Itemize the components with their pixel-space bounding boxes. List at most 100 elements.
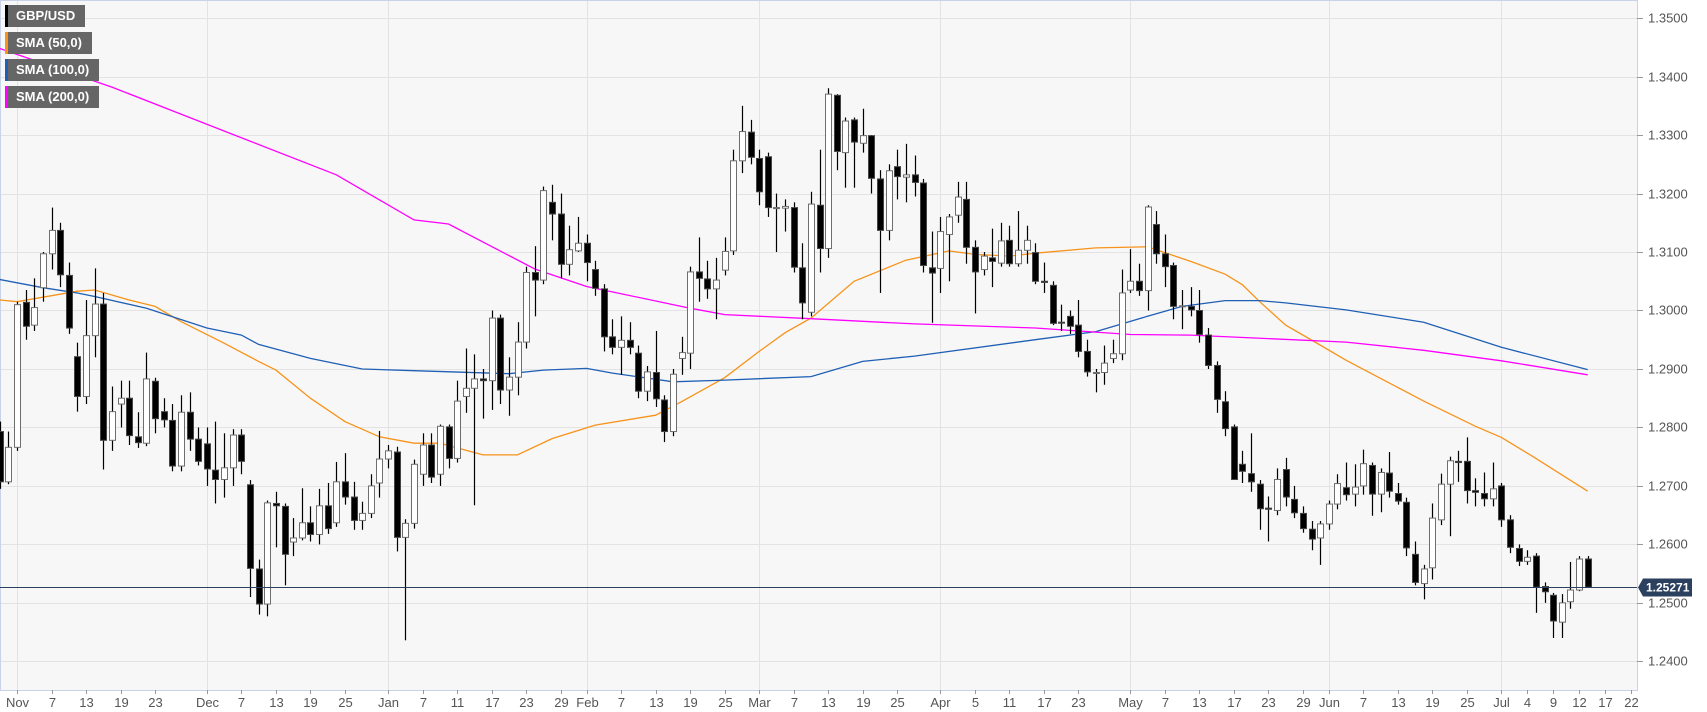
plot-background xyxy=(0,0,1638,691)
candle xyxy=(860,108,867,153)
candle xyxy=(368,474,375,519)
candle xyxy=(1447,456,1454,537)
x-tick-label: 7 xyxy=(1360,695,1367,710)
candle xyxy=(1412,541,1419,586)
candle xyxy=(1024,225,1031,264)
legend-item-gbpusd[interactable]: GBP/USD xyxy=(5,5,99,27)
candle xyxy=(851,117,858,188)
candle-body-bearish xyxy=(126,397,133,437)
candle xyxy=(1093,368,1100,393)
candle-body-bullish xyxy=(221,467,228,480)
candle xyxy=(66,262,73,334)
sma-line-200 xyxy=(0,47,1588,376)
x-tick-label: 29 xyxy=(554,695,568,710)
candle xyxy=(834,94,841,171)
candle xyxy=(411,459,418,529)
candle-body-bearish xyxy=(1585,558,1592,588)
x-tick-label: 23 xyxy=(1071,695,1085,710)
candle xyxy=(635,345,642,399)
candle-body-bearish xyxy=(161,411,168,421)
candle-body-bearish xyxy=(1032,252,1039,282)
candle-body-bearish xyxy=(152,380,159,420)
candle xyxy=(756,149,763,206)
x-tick-label: 13 xyxy=(649,695,663,710)
candle xyxy=(1498,483,1505,527)
candle xyxy=(463,348,470,413)
legend-label: SMA (50,0) xyxy=(8,32,92,54)
x-tick-label: 11 xyxy=(1003,695,1017,710)
x-tick-label: 7 xyxy=(49,695,56,710)
candle-body-bearish xyxy=(756,157,763,193)
candle-body-bearish xyxy=(282,505,289,555)
legend-item-sma100[interactable]: SMA (100,0) xyxy=(5,59,100,81)
candle xyxy=(385,444,392,469)
candle-body-bearish xyxy=(1516,547,1523,562)
candle xyxy=(1041,262,1048,293)
candle xyxy=(1378,468,1385,513)
candle-body-bullish xyxy=(713,279,720,290)
candle xyxy=(1455,450,1462,482)
candle-body-bearish xyxy=(1481,493,1488,500)
candle-body-bearish xyxy=(57,229,64,276)
candle-body-bearish xyxy=(601,288,608,338)
candle xyxy=(1127,249,1134,293)
candle xyxy=(998,222,1005,267)
legend-item-sma200[interactable]: SMA (200,0) xyxy=(5,86,100,108)
current-price-label: 1.25271 xyxy=(1646,581,1690,595)
candle-body-bearish xyxy=(1309,528,1316,540)
candle-body-bullish xyxy=(860,135,867,144)
legend-item-sma50[interactable]: SMA (50,0) xyxy=(5,32,99,54)
candle-body-bearish xyxy=(877,178,884,231)
candle-body-bearish xyxy=(1412,553,1419,583)
candle-body-bullish xyxy=(886,170,893,231)
candle-body-bearish xyxy=(247,484,254,569)
y-tick-label: 1.2600 xyxy=(1648,537,1688,552)
candle xyxy=(1239,450,1246,483)
candle xyxy=(1101,345,1108,385)
candle-body-bullish xyxy=(316,505,323,535)
candle-body-bullish xyxy=(385,450,392,460)
candle xyxy=(1248,433,1255,492)
candle-body-bullish xyxy=(782,205,789,209)
candle xyxy=(868,135,875,194)
candle-body-bullish xyxy=(998,240,1005,264)
candle-body-bullish xyxy=(618,339,625,348)
candle xyxy=(307,506,314,542)
candle xyxy=(825,88,832,258)
candle-body-bullish xyxy=(739,131,746,162)
candle xyxy=(566,225,573,276)
candle xyxy=(1550,592,1557,638)
candle xyxy=(791,202,798,273)
candle-body-bearish xyxy=(549,201,556,215)
candle-body-bullish xyxy=(1145,206,1152,292)
candle xyxy=(1403,497,1410,557)
candle xyxy=(1291,485,1298,519)
candle-body-bullish xyxy=(1179,305,1186,308)
candle-body-bearish xyxy=(66,274,73,329)
x-tick-label: 19 xyxy=(114,695,128,710)
candle xyxy=(1300,506,1307,533)
candle-body-bullish xyxy=(1559,602,1566,623)
candle xyxy=(118,380,125,428)
candle-body-bullish xyxy=(420,444,427,475)
x-tick-label: 11 xyxy=(451,695,465,710)
candle-body-bearish xyxy=(1136,280,1143,292)
candle-body-bearish xyxy=(989,257,996,262)
candle xyxy=(627,322,634,355)
candle-body-bearish xyxy=(704,278,711,290)
candle xyxy=(506,357,513,416)
candle-body-bearish xyxy=(748,131,755,158)
candle xyxy=(609,319,616,355)
candle-body-bullish xyxy=(808,203,815,313)
candle-body-bullish xyxy=(40,253,47,289)
candle xyxy=(817,149,824,273)
y-tick-label: 1.2700 xyxy=(1648,479,1688,494)
candle-body-bullish xyxy=(109,411,116,441)
candle-body-bearish xyxy=(1075,324,1082,352)
candle-body-bearish xyxy=(1239,463,1246,472)
x-tick-label: 23 xyxy=(148,695,162,710)
candle-body-bearish xyxy=(204,443,211,470)
candle-body-bearish xyxy=(195,438,202,462)
candle-body-bearish xyxy=(1464,460,1471,492)
candle xyxy=(1472,478,1479,507)
